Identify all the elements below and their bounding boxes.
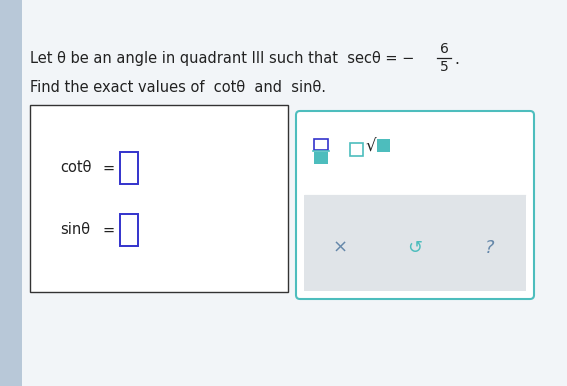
Text: √: √ xyxy=(365,138,375,156)
Bar xyxy=(30,105,288,292)
Text: ?: ? xyxy=(485,239,495,257)
Bar xyxy=(120,152,138,184)
FancyBboxPatch shape xyxy=(296,111,534,299)
Text: =: = xyxy=(102,222,114,237)
Bar xyxy=(0,0,22,386)
Bar xyxy=(314,139,328,150)
Bar xyxy=(350,143,363,156)
Bar xyxy=(377,139,390,152)
Text: ↺: ↺ xyxy=(408,239,422,257)
Text: Let θ be an angle in quadrant III such that  secθ = −: Let θ be an angle in quadrant III such t… xyxy=(30,51,414,66)
Text: sinθ: sinθ xyxy=(60,222,90,237)
Bar xyxy=(314,152,328,164)
Text: .: . xyxy=(454,52,459,68)
Text: 5: 5 xyxy=(439,60,448,74)
Bar xyxy=(120,214,138,246)
Text: Find the exact values of  cotθ  and  sinθ.: Find the exact values of cotθ and sinθ. xyxy=(30,81,326,95)
Text: ×: × xyxy=(332,239,348,257)
Text: 6: 6 xyxy=(439,42,448,56)
Bar xyxy=(304,195,526,291)
Text: =: = xyxy=(102,161,114,176)
Text: cotθ: cotθ xyxy=(60,161,91,176)
